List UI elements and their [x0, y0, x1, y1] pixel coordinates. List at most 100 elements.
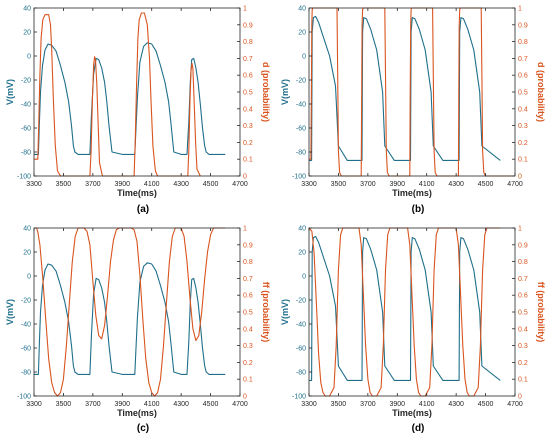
y-right-tick-label: 0.8	[518, 39, 528, 46]
y-right-tick-label: 0.5	[518, 310, 528, 317]
y-tick-label: -100	[292, 394, 306, 401]
y-right-tick-label: 0.5	[243, 310, 253, 317]
y-tick-label: 20	[23, 250, 31, 257]
x-tick-label: 4700	[232, 401, 248, 408]
x-tick-label: 3500	[331, 401, 347, 408]
y-right-tick-label: 0	[518, 174, 522, 181]
x-tick-label: 3900	[114, 181, 130, 188]
y-right-tick-label: 0.2	[243, 360, 253, 367]
y-right-tick-label: 0.3	[243, 123, 253, 130]
y-tick-label: 20	[298, 250, 306, 257]
y-tick-label: -60	[21, 346, 31, 353]
x-axis-label: Time(ms)	[392, 408, 432, 418]
voltage-line	[309, 15, 501, 161]
y-tick-label: -80	[296, 370, 306, 377]
y-right-tick-label: 0.1	[518, 377, 528, 384]
x-tick-label: 4100	[144, 181, 160, 188]
y-tick-label: 40	[298, 6, 306, 13]
x-tick-label: 4700	[507, 181, 523, 188]
y-tick-label: 20	[298, 30, 306, 37]
x-tick-label: 4300	[448, 181, 464, 188]
x-tick-label: 3500	[56, 401, 72, 408]
y-right-tick-label: 0.9	[518, 22, 528, 29]
y-right-tick-label: 0	[243, 394, 247, 401]
x-axis-label: Time(ms)	[117, 408, 157, 418]
panel-label: (b)	[412, 204, 425, 215]
panel-label: (c)	[137, 423, 149, 434]
y-tick-label: -80	[21, 370, 31, 377]
y-right-tick-label: 1	[518, 226, 522, 233]
y-tick-label: -40	[21, 102, 31, 109]
y-right-tick-label: 0.7	[518, 56, 528, 63]
chart-panel-2: 3300 3500 3700 3900 4100 4300 4500 4700 -100 -80 -…	[280, 6, 546, 216]
x-tick-label: 4300	[173, 181, 189, 188]
y-tick-label: -20	[21, 78, 31, 85]
y-right-axis-label: ff (probability)	[536, 282, 546, 343]
x-tick-label: 3900	[389, 401, 405, 408]
panel-label: (d)	[412, 423, 425, 434]
x-axis-label: Time(ms)	[392, 188, 432, 198]
x-tick-label: 3300	[26, 181, 42, 188]
x-tick-label: 4700	[507, 401, 523, 408]
x-tick-label: 3300	[301, 401, 317, 408]
y-tick-label: -60	[296, 346, 306, 353]
voltage-line	[34, 42, 226, 155]
plot-frame	[308, 7, 516, 177]
y-right-axis-label: d (probability)	[261, 62, 271, 122]
y-tick-label: -40	[296, 322, 306, 329]
y-axis-label: V(mV)	[280, 79, 290, 105]
voltage-line	[34, 262, 226, 375]
x-tick-label: 4500	[478, 401, 494, 408]
y-right-tick-label: 0.6	[243, 73, 253, 80]
y-right-tick-label: 0.4	[518, 106, 528, 113]
y-axis-label: V(mV)	[5, 79, 15, 105]
y-right-tick-label: 0.6	[243, 293, 253, 300]
y-tick-label: 0	[27, 274, 31, 281]
y-right-tick-label: 0.9	[243, 22, 253, 29]
probability-line	[34, 227, 226, 397]
x-tick-label: 4100	[419, 401, 435, 408]
y-right-tick-label: 0.3	[518, 343, 528, 350]
x-tick-label: 4500	[478, 181, 494, 188]
y-right-tick-label: 0.7	[518, 276, 528, 283]
y-axis-label: V(mV)	[5, 299, 15, 325]
y-right-tick-label: 0.4	[243, 106, 253, 113]
y-right-tick-label: 0.7	[243, 276, 253, 283]
y-tick-label: -60	[296, 126, 306, 133]
y-right-axis-label: d (probability)	[536, 62, 546, 122]
y-right-tick-label: 0.3	[518, 123, 528, 130]
y-right-tick-label: 0.6	[518, 293, 528, 300]
y-tick-label: -80	[296, 150, 306, 157]
y-right-tick-label: 0.5	[518, 90, 528, 97]
y-tick-label: 40	[23, 226, 31, 233]
y-right-tick-label: 0.8	[518, 259, 528, 266]
y-axis-label: V(mV)	[280, 299, 290, 325]
y-tick-label: 0	[27, 54, 31, 61]
probability-line	[34, 12, 201, 177]
y-right-tick-label: 1	[243, 226, 247, 233]
y-right-tick-label: 0.7	[243, 56, 253, 63]
y-right-tick-label: 0.8	[243, 39, 253, 46]
y-tick-label: 0	[302, 274, 306, 281]
y-right-tick-label: 0.6	[518, 73, 528, 80]
x-tick-label: 4300	[448, 401, 464, 408]
y-right-tick-label: 0.2	[518, 140, 528, 147]
y-tick-label: 40	[23, 6, 31, 13]
y-right-tick-label: 0.2	[518, 360, 528, 367]
y-tick-label: -20	[21, 298, 31, 305]
y-tick-label: -20	[296, 78, 306, 85]
y-tick-label: -20	[296, 298, 306, 305]
probability-line	[309, 7, 515, 177]
x-axis-label: Time(ms)	[117, 188, 157, 198]
x-tick-label: 4700	[232, 181, 248, 188]
x-tick-label: 3300	[301, 181, 317, 188]
y-right-tick-label: 0.9	[518, 242, 528, 249]
chart-panel-3: 3300 3500 3700 3900 4100 4300 4500 4700 -100 -80 -…	[5, 226, 271, 435]
y-tick-label: -100	[17, 394, 31, 401]
y-right-tick-label: 0.2	[243, 140, 253, 147]
y-right-tick-label: 0.5	[243, 90, 253, 97]
y-right-axis-label: ff (probability)	[261, 282, 271, 343]
chart-panel-1: 3300 3500 3700 3900 4100 4300 4500 4700 -100 -80 -…	[5, 6, 271, 216]
y-right-tick-label: 0.4	[518, 326, 528, 333]
